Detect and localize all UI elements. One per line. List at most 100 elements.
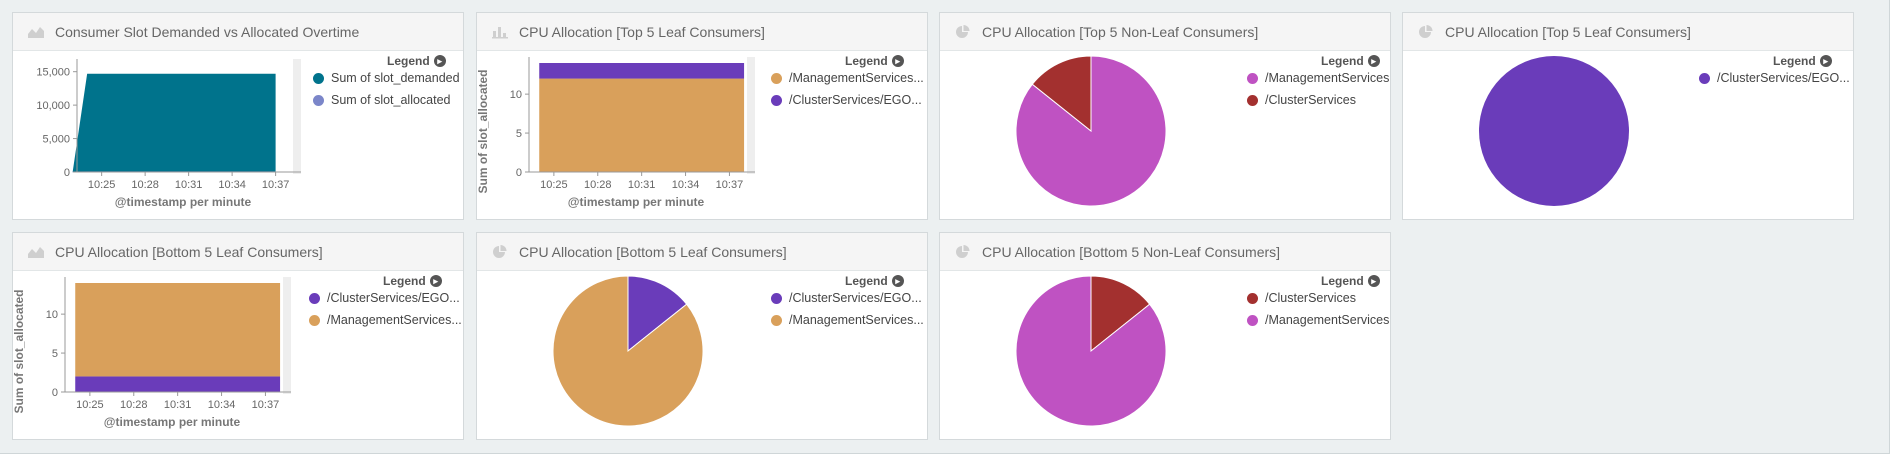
legend-label: /ManagementServices (1265, 71, 1390, 85)
chevron-right-icon[interactable]: ▸ (1367, 275, 1380, 287)
area-chart-icon (27, 25, 45, 39)
y-tick-label: 0 (52, 387, 58, 399)
plot-scrollbar[interactable] (283, 277, 291, 394)
legend-label: /ClusterServices/EGO... (327, 291, 460, 305)
pie-chart-icon (1417, 24, 1435, 39)
pie-slice[interactable] (552, 275, 704, 427)
legend-item[interactable]: /ClusterServices/EGO... (309, 291, 460, 305)
area-chart-icon (27, 245, 45, 259)
legend-item[interactable]: /ManagementServices... (771, 71, 924, 85)
legend-item[interactable]: /ClusterServices/EGO... (1699, 71, 1850, 85)
x-tick-label: 10:28 (120, 399, 148, 411)
legend-toggle[interactable]: Legend ▸ (1321, 274, 1380, 288)
legend-item[interactable]: /ManagementServices... (309, 313, 462, 327)
legend-color-dot (1247, 292, 1258, 304)
stacked-series[interactable] (75, 283, 281, 377)
chart-plot: 0 5 10 10:25 10:28 10:31 10:34 10:37 @timestamp … (13, 277, 291, 429)
stacked-series[interactable] (539, 63, 745, 79)
stacked-series[interactable] (75, 376, 281, 392)
x-tick-label: 10:37 (262, 179, 290, 191)
pie-slice[interactable] (1015, 55, 1167, 207)
y-tick-label: 10,000 (36, 100, 70, 112)
plot-scrollbar[interactable] (747, 57, 755, 174)
legend-color-dot (309, 292, 320, 304)
plot-scrollbar[interactable] (293, 59, 301, 174)
x-tick-label: 10:28 (584, 179, 612, 191)
legend-toggle[interactable]: Legend ▸ (1773, 54, 1832, 68)
legend-label: /ClusterServices/EGO... (789, 93, 922, 107)
pie-slice[interactable] (1031, 55, 1092, 133)
panel-title: Consumer Slot Demanded vs Allocated Over… (55, 23, 360, 40)
legend-title: Legend (1321, 274, 1364, 288)
bar-chart-icon (491, 25, 509, 39)
panel-5: CPU Allocation [Bottom 5 Leaf Consumers]… (12, 232, 464, 440)
legend-color-dot (771, 292, 782, 304)
x-tick-label: 10:37 (716, 179, 744, 191)
legend-toggle[interactable]: Legend ▸ (1321, 54, 1380, 68)
x-tick-label: 10:31 (175, 179, 203, 191)
y-tick-label: 5,000 (42, 134, 70, 146)
panel-title: CPU Allocation [Top 5 Leaf Consumers] (1445, 23, 1691, 40)
panel-4: CPU Allocation [Top 5 Leaf Consumers] Leg… (1402, 12, 1854, 220)
legend-color-dot (771, 94, 782, 106)
y-tick-label: 10 (46, 309, 58, 321)
panel-header[interactable]: CPU Allocation [Top 5 Leaf Consumers] (477, 13, 927, 51)
legend-toggle[interactable]: Legend ▸ (845, 54, 904, 68)
legend-item[interactable]: /ClusterServices/EGO... (771, 93, 922, 107)
chevron-right-icon[interactable]: ▸ (891, 275, 904, 287)
pie-slice[interactable] (1015, 275, 1167, 427)
panel-title: CPU Allocation [Bottom 5 Leaf Consumers] (519, 243, 787, 260)
legend-item[interactable]: /ManagementServices... (771, 313, 924, 327)
chart-plot (552, 275, 704, 427)
panel-header[interactable]: Consumer Slot Demanded vs Allocated Over… (13, 13, 463, 51)
legend-item[interactable]: /ClusterServices (1247, 93, 1356, 107)
chart-plot (1015, 55, 1167, 207)
legend-label: /ClusterServices (1265, 291, 1356, 305)
x-axis-label: @timestamp per minute (568, 195, 705, 209)
chevron-right-icon[interactable]: ▸ (429, 275, 442, 287)
legend-item[interactable]: /ClusterServices (1247, 291, 1356, 305)
stacked-series[interactable] (539, 78, 745, 172)
legend-label: /ClusterServices/EGO... (1717, 71, 1850, 85)
chart-plot (1015, 275, 1167, 427)
pie-slice[interactable] (627, 275, 688, 353)
legend-label: /ManagementServices... (789, 313, 924, 327)
legend-item[interactable]: Sum of slot_allocated (313, 93, 451, 107)
panel-header[interactable]: CPU Allocation [Bottom 5 Leaf Consumers] (477, 233, 927, 271)
pie-slice[interactable] (1090, 275, 1151, 353)
legend-item[interactable]: /ManagementServices (1247, 71, 1389, 85)
legend-toggle[interactable]: Legend ▸ (845, 274, 904, 288)
legend-item[interactable]: Sum of slot_demanded (313, 71, 460, 85)
chevron-right-icon[interactable]: ▸ (1819, 55, 1832, 67)
x-tick-label: 10:25 (540, 179, 568, 191)
panel-header[interactable]: CPU Allocation [Top 5 Leaf Consumers] (1403, 13, 1853, 51)
chart-plot (1479, 56, 1629, 206)
legend-color-dot (1247, 94, 1258, 106)
chevron-right-icon[interactable]: ▸ (433, 55, 446, 67)
legend-toggle[interactable]: Legend ▸ (383, 274, 442, 288)
chevron-right-icon[interactable]: ▸ (1367, 55, 1380, 67)
legend-label: /ClusterServices/EGO... (789, 291, 922, 305)
area-series[interactable] (72, 73, 276, 172)
legend-color-dot (309, 314, 320, 326)
x-tick-label: 10:37 (252, 399, 280, 411)
x-tick-label: 10:34 (208, 399, 236, 411)
chart-plot: 0 5,000 10,000 15,000 10:25 10:28 10:31 10:34 10… (36, 59, 301, 209)
legend-item[interactable]: /ManagementServices (1247, 313, 1389, 327)
panel-title: CPU Allocation [Top 5 Non-Leaf Consumers… (982, 23, 1259, 40)
pie-chart-icon (491, 244, 509, 259)
panel-header[interactable]: CPU Allocation [Bottom 5 Leaf Consumers] (13, 233, 463, 271)
panel-header[interactable]: CPU Allocation [Top 5 Non-Leaf Consumers… (940, 13, 1390, 51)
chevron-right-icon[interactable]: ▸ (891, 55, 904, 67)
chart-plot: 0 5 10 10:25 10:28 10:31 10:34 10:37 @timestamp … (477, 57, 755, 209)
legend-toggle[interactable]: Legend ▸ (387, 54, 446, 68)
legend-label: /ManagementServices... (327, 313, 462, 327)
pie-slice[interactable] (1479, 56, 1629, 206)
y-tick-label: 5 (52, 348, 58, 360)
y-axis-label: Sum of slot_allocated (13, 289, 26, 413)
panel-title: CPU Allocation [Bottom 5 Non-Leaf Consum… (982, 243, 1281, 260)
legend-label: /ClusterServices (1265, 93, 1356, 107)
panel-header[interactable]: CPU Allocation [Bottom 5 Non-Leaf Consum… (940, 233, 1390, 271)
panel-1: Consumer Slot Demanded vs Allocated Over… (12, 12, 464, 220)
legend-item[interactable]: /ClusterServices/EGO... (771, 291, 922, 305)
